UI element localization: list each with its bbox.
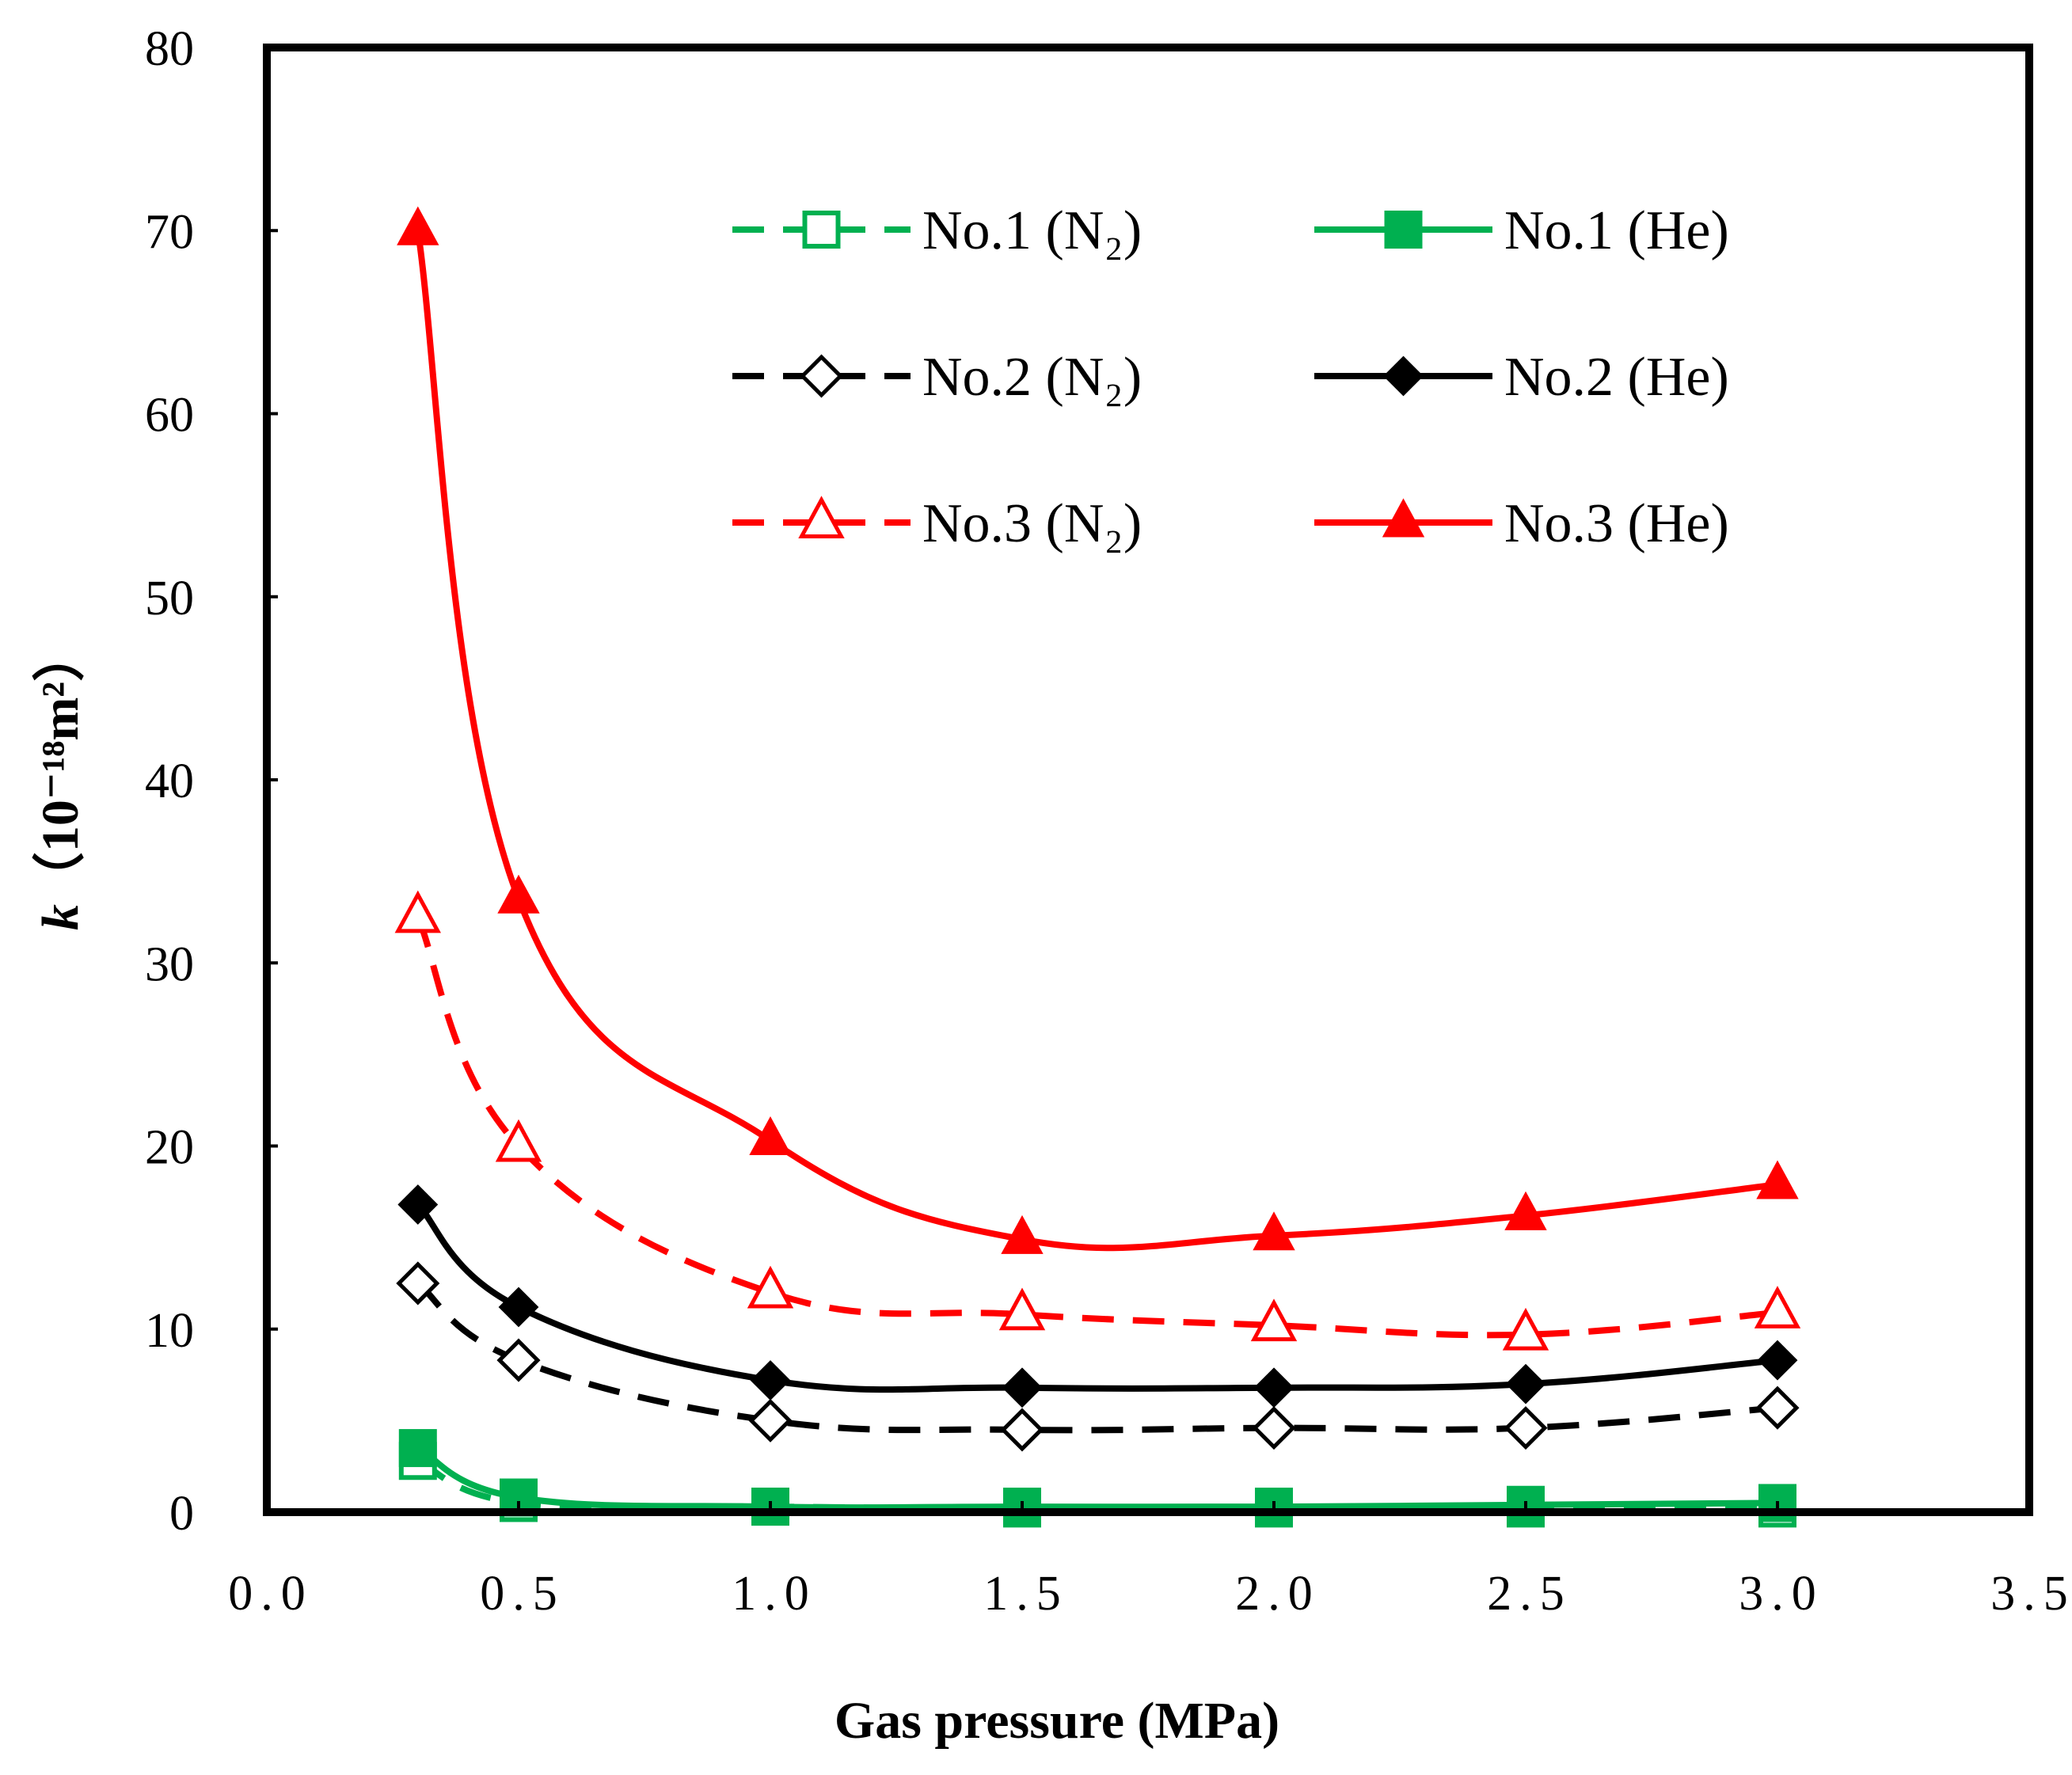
data-point	[1002, 1367, 1043, 1408]
x-tick-label: 3.5	[1990, 1567, 2072, 1621]
y-tick-label: 10	[145, 1304, 194, 1358]
legend-entry: No.2 (He)	[1314, 347, 1729, 408]
legend-label: No.1 (N₂)	[922, 200, 1142, 261]
series-6	[397, 206, 1799, 1254]
legend-marker	[1382, 498, 1425, 538]
series-3	[396, 1261, 1800, 1452]
legend-entry: No.3 (N₂)	[732, 493, 1142, 554]
y-tick-label: 40	[145, 754, 194, 808]
data-point	[496, 1338, 541, 1382]
data-point	[498, 1287, 539, 1328]
legend-label: No.2 (He)	[1504, 347, 1729, 408]
series-layer	[394, 206, 1801, 1528]
data-point	[398, 1429, 437, 1468]
data-point	[1505, 1363, 1546, 1404]
data-point	[1755, 1385, 1800, 1430]
x-axis-title: Gas pressure (MPa)	[835, 1692, 1279, 1750]
series-line	[415, 915, 1778, 1339]
data-point	[998, 1287, 1046, 1331]
data-point	[396, 1261, 440, 1306]
y-tick-label: 70	[145, 205, 194, 259]
series-4	[397, 1184, 1798, 1408]
legend: No.1 (N₂) No.1 (He) No.2 (N₂) No.2 (He) No.3…	[732, 200, 1729, 554]
data-point	[1754, 1286, 1801, 1328]
y-tick-label: 60	[145, 389, 194, 443]
x-tick-label: 1.5	[983, 1567, 1069, 1621]
legend-marker	[798, 496, 845, 538]
data-point	[495, 1119, 542, 1162]
legend-entry: No.3 (He)	[1314, 493, 1729, 554]
data-point	[1504, 1191, 1547, 1230]
x-tick-label: 2.0	[1235, 1567, 1321, 1621]
y-tick-label: 50	[145, 572, 194, 625]
y-axis: 0 10 20 30 40 50 60 70 80	[145, 22, 278, 1541]
legend-entry: No.2 (N₂)	[732, 347, 1142, 408]
y-tick-label: 80	[145, 22, 194, 76]
x-tick-label: 3.0	[1739, 1567, 1824, 1621]
x-tick-label: 2.5	[1487, 1567, 1572, 1621]
data-point	[1250, 1298, 1298, 1342]
legend-entry: No.1 (He)	[1314, 200, 1729, 261]
series-5	[394, 890, 1801, 1351]
legend-label: No.3 (He)	[1504, 493, 1729, 554]
x-axis: 0.0 0.5 1.0 1.5 2.0 2.5 3.0 3.5	[228, 1501, 2072, 1621]
data-point	[749, 1116, 792, 1156]
data-point	[1756, 1160, 1799, 1199]
data-point	[1000, 1408, 1044, 1452]
x-tick-label: 0.0	[228, 1567, 314, 1621]
data-point	[1253, 1367, 1295, 1408]
legend-entry: No.1 (N₂)	[732, 200, 1142, 261]
data-point	[1252, 1406, 1296, 1450]
data-point	[1253, 1211, 1295, 1251]
y-axis-title: k（10⁻¹⁸m²）	[31, 629, 89, 930]
legend-marker	[1384, 211, 1423, 249]
data-point	[747, 1265, 794, 1309]
data-point	[497, 874, 540, 914]
y-tick-label: 20	[145, 1121, 194, 1175]
legend-label: No.2 (N₂)	[922, 347, 1142, 408]
x-tick-label: 0.5	[480, 1567, 565, 1621]
legend-marker	[799, 354, 844, 398]
data-point	[1504, 1406, 1548, 1450]
y-tick-label: 0	[169, 1487, 194, 1541]
data-point	[1757, 1340, 1798, 1381]
data-point	[748, 1398, 793, 1442]
y-axis-title-unit: （10⁻¹⁸m²）	[31, 629, 89, 904]
y-tick-label: 30	[145, 937, 194, 991]
y-axis-title-variable: k	[32, 904, 89, 930]
legend-label: No.3 (N₂)	[922, 493, 1142, 554]
x-tick-label: 1.0	[732, 1567, 817, 1621]
series-line	[414, 230, 1778, 1252]
legend-label: No.1 (He)	[1504, 200, 1729, 261]
data-point	[397, 206, 439, 245]
data-point	[1502, 1307, 1549, 1351]
data-point	[397, 1184, 439, 1225]
data-point	[750, 1360, 791, 1401]
data-point	[1001, 1214, 1044, 1254]
data-point	[394, 890, 442, 933]
legend-marker	[1383, 355, 1424, 397]
legend-marker	[802, 211, 841, 249]
